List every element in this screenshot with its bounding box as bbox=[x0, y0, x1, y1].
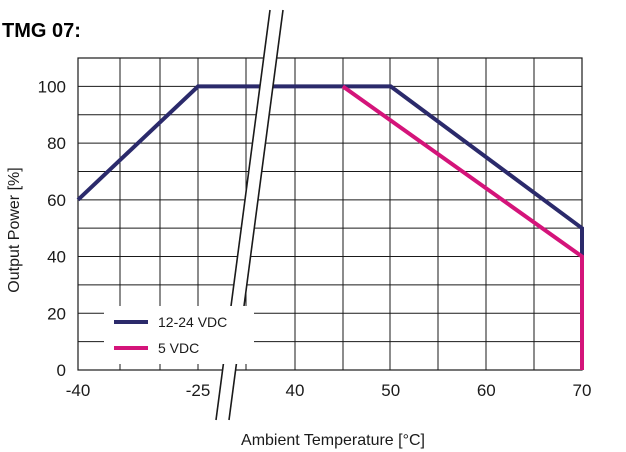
chart-title: TMG 07: bbox=[2, 20, 81, 42]
x-tick-label: -25 bbox=[186, 381, 211, 400]
x-tick-label: 70 bbox=[573, 381, 592, 400]
legend-label-1: 12-24 VDC bbox=[158, 314, 227, 330]
y-tick-label: 80 bbox=[47, 134, 66, 153]
x-tick-labels: -40 -25 40 50 60 70 bbox=[66, 381, 592, 400]
y-tick-label: 20 bbox=[47, 304, 66, 323]
y-axis-label: Output Power [%] bbox=[6, 167, 23, 292]
y-tick-label: 60 bbox=[47, 191, 66, 210]
x-tick-label: -40 bbox=[66, 381, 91, 400]
legend: 12-24 VDC 5 VDC bbox=[104, 306, 254, 364]
y-tick-label: 100 bbox=[38, 77, 66, 96]
legend-box bbox=[104, 306, 254, 364]
plot-frame bbox=[77, 57, 583, 371]
x-tick-label: 50 bbox=[381, 381, 400, 400]
legend-label-2: 5 VDC bbox=[158, 340, 199, 356]
y-tick-label: 0 bbox=[57, 361, 66, 380]
series-line-2 bbox=[341, 84, 584, 370]
series-layer bbox=[76, 84, 584, 370]
x-tick-label: 40 bbox=[286, 381, 305, 400]
y-tick-labels: 0 20 40 60 80 100 bbox=[38, 77, 66, 380]
y-tick-label: 40 bbox=[47, 248, 66, 267]
x-axis-label: Ambient Temperature [°C] bbox=[241, 432, 425, 449]
x-tick-label: 60 bbox=[477, 381, 496, 400]
